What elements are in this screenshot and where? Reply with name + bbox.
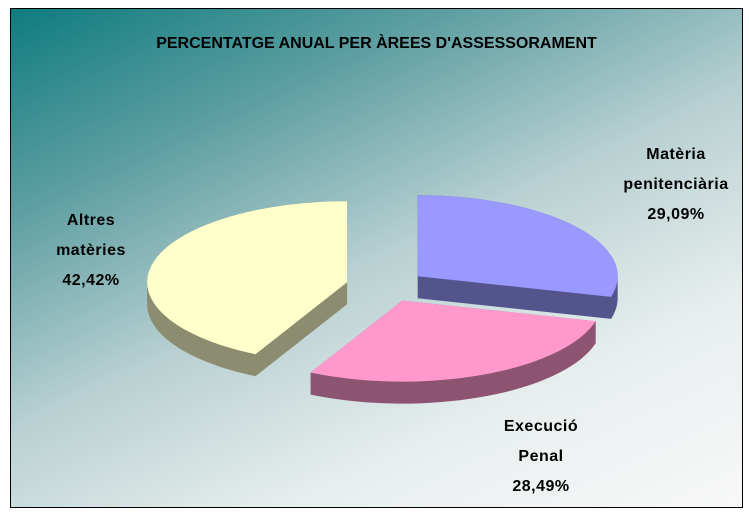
value-label: 42,42% bbox=[62, 272, 120, 289]
slice bbox=[417, 195, 618, 297]
chart-title: PERCENTATGE ANUAL PER ÀREES D'ASSESSORAM… bbox=[156, 35, 597, 52]
slice bbox=[310, 300, 596, 382]
value-label: 29,09% bbox=[647, 206, 705, 223]
category-label: Matèria penitenciària bbox=[623, 146, 729, 193]
category-label: Execució Penal bbox=[503, 418, 579, 465]
pie-area bbox=[147, 195, 618, 404]
category-label: Altres matèries bbox=[56, 212, 126, 259]
value-label: 28,49% bbox=[512, 478, 570, 495]
chart: PERCENTATGE ANUAL PER ÀREES D'ASSESSORAM… bbox=[10, 8, 743, 508]
data-label: Execució Penal 28,49% bbox=[481, 412, 601, 502]
data-label: Altres matèries 42,42% bbox=[31, 206, 151, 296]
data-label: Matèria penitenciària 29,09% bbox=[611, 140, 741, 230]
slice bbox=[147, 201, 348, 355]
